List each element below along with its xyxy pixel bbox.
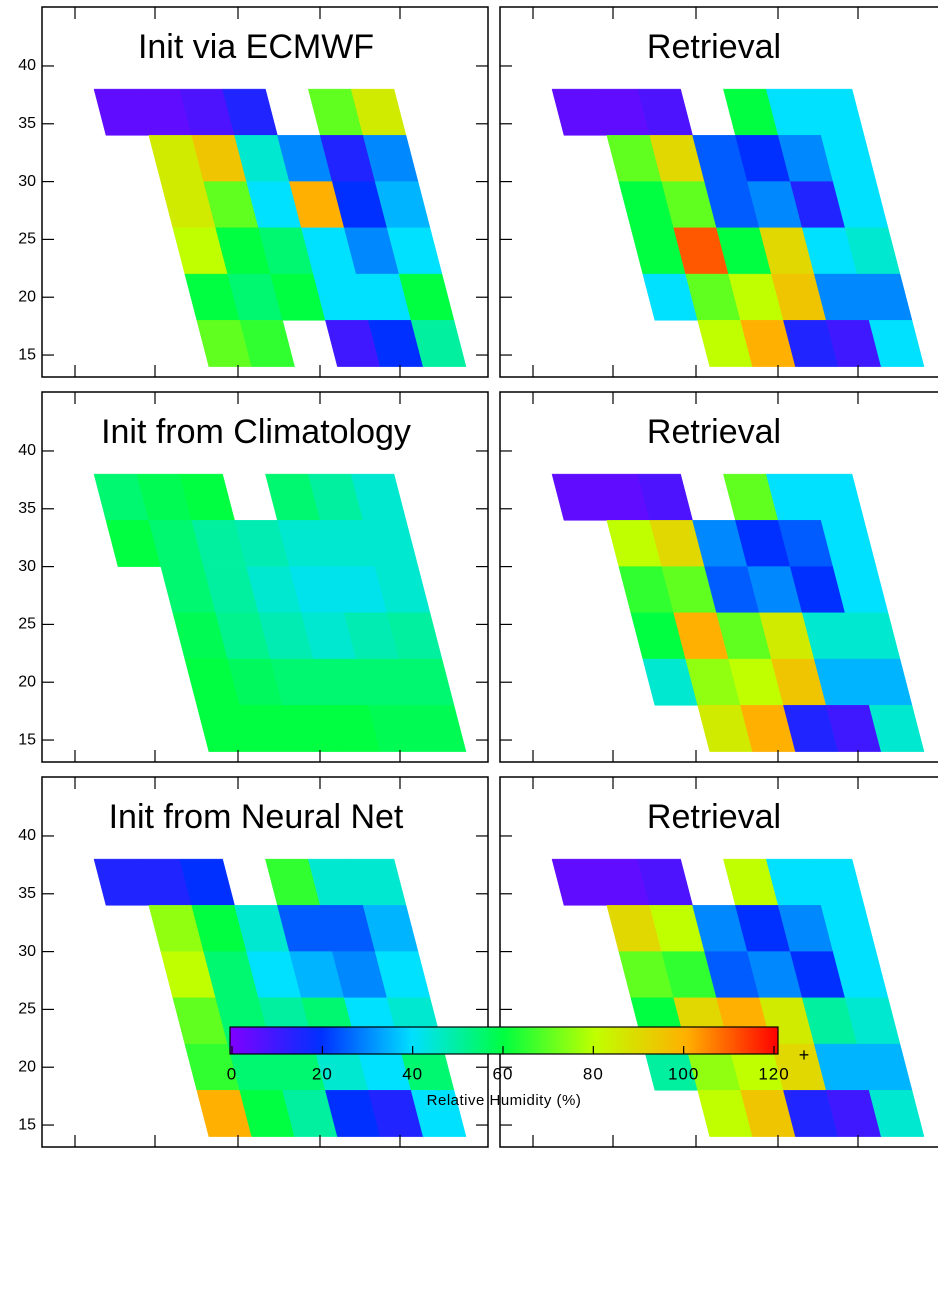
colorbar-tick-label: 0: [227, 1064, 237, 1083]
panel: 15 20 25 30 35 40 Init from Climatology: [18, 391, 489, 763]
y-tick-label: 20: [18, 288, 36, 305]
y-tick-label: 20: [18, 1058, 36, 1075]
colorbar-tick-label: 120: [758, 1064, 789, 1083]
panel-frame: [499, 6, 938, 378]
y-tick-label: 20: [18, 673, 36, 690]
y-tick-label: 40: [18, 57, 36, 74]
panel-frame: [41, 391, 489, 763]
colorbar-label: Relative Humidity (%): [427, 1092, 582, 1109]
panel-title: Init from Climatology: [101, 413, 411, 451]
humidity-cell: [239, 320, 295, 367]
panel-frame: [499, 776, 938, 1148]
y-tick-label: 35: [18, 115, 36, 132]
panel: Retrieval: [499, 776, 938, 1148]
y-tick-label: 25: [18, 616, 36, 633]
colorbar-tick-label: 80: [583, 1064, 604, 1083]
y-tick-label: 30: [18, 558, 36, 575]
colorbar-tick-label: 40: [402, 1064, 423, 1083]
y-tick-label: 35: [18, 885, 36, 902]
humidity-cell: [868, 320, 925, 367]
y-tick-label: 35: [18, 500, 36, 517]
y-tick-label: 15: [18, 1116, 36, 1133]
panel: Retrieval: [499, 6, 938, 378]
panel: 15 20 25 30 35 40 Init from Neural Net: [18, 776, 489, 1148]
y-tick-label: 40: [18, 827, 36, 844]
y-tick-label: 15: [18, 731, 36, 748]
panel-frame: [41, 6, 489, 378]
panel-title: Retrieval: [647, 413, 781, 451]
panel-title: Retrieval: [647, 28, 781, 66]
y-tick-label: 15: [18, 346, 36, 363]
humidity-cell: [410, 1090, 467, 1137]
colorbar-tick-label: 100: [668, 1064, 699, 1083]
panel-title: Init from Neural Net: [109, 798, 404, 836]
humidity-cell: [410, 320, 467, 367]
y-tick-label: 25: [18, 1001, 36, 1018]
panel: Retrieval: [499, 391, 938, 763]
humidity-cell: [868, 705, 925, 752]
panel-frame: [499, 391, 938, 763]
y-tick-label: 30: [18, 943, 36, 960]
colorbar-overflow: +: [799, 1045, 810, 1065]
colorbar-tick-label: 20: [312, 1064, 333, 1083]
panel-title: Retrieval: [647, 798, 781, 836]
humidity-cell: [410, 705, 467, 752]
panel-title: Init via ECMWF: [138, 28, 374, 66]
colorbar-tick-label: 60: [493, 1064, 514, 1083]
colorbar: [229, 1026, 779, 1055]
panel: 15 20 25 30 35 40 Init via ECMWF: [18, 6, 489, 378]
humidity-cell: [868, 1090, 925, 1137]
y-tick-label: 25: [18, 231, 36, 248]
y-tick-label: 30: [18, 173, 36, 190]
panel-frame: [41, 776, 489, 1148]
y-tick-label: 40: [18, 442, 36, 459]
